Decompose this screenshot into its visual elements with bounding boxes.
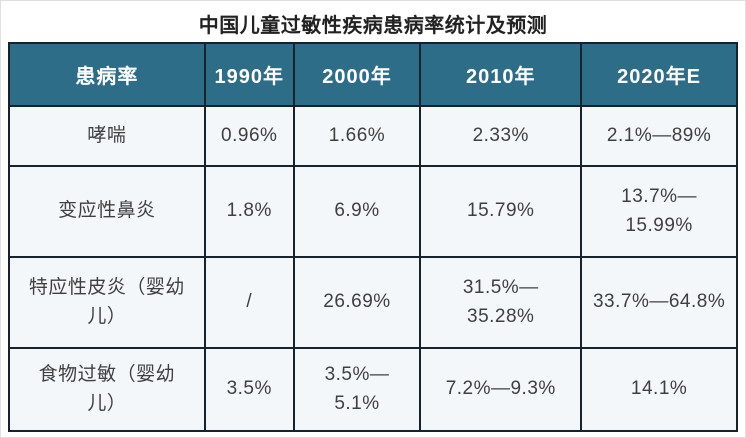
cell-value: 26.69% [292,256,422,349]
cell-value: 2.33% [419,105,583,167]
cell-value: 6.9% [292,165,422,258]
table-row-food-allergy: 食物过敏（婴幼 儿） 3.5% 3.5%— 5.1% 7.2%—9.3% 14.… [8,347,738,432]
cell-value: 14.1% [580,347,738,432]
row-label: 食物过敏（婴幼 儿） [8,347,206,432]
prevalence-table: 患病率 1990年 2000年 2010年 2020年E 哮喘 0.96% 1.… [8,42,738,432]
header-cell-2020e: 2020年E [580,42,738,107]
cell-value: 3.5%— 5.1% [292,347,422,432]
header-cell-1990: 1990年 [203,42,295,107]
table-row-rhinitis: 变应性鼻炎 1.8% 6.9% 15.79% 13.7%— 15.99% [8,165,738,258]
page-title: 中国儿童过敏性疾病患病率统计及预测 [198,15,548,37]
cell-value: 1.66% [292,105,422,167]
header-cell-2000: 2000年 [292,42,422,107]
row-label: 变应性鼻炎 [8,165,206,258]
cell-value: 15.79% [419,165,583,258]
cell-value: 3.5% [203,347,295,432]
row-label: 特应性皮炎（婴幼 儿） [8,256,206,349]
table-row-dermatitis: 特应性皮炎（婴幼 儿） / 26.69% 31.5%— 35.28% 33.7%… [8,256,738,349]
row-label: 哮喘 [8,105,206,167]
cell-value: / [203,256,295,349]
stat-table: 患病率 1990年 2000年 2010年 2020年E 哮喘 0.96% 1.… [8,42,738,432]
cell-value: 31.5%— 35.28% [419,256,583,349]
header-cell-2010: 2010年 [419,42,583,107]
cell-value: 2.1%—89% [580,105,738,167]
cell-value: 7.2%—9.3% [419,347,583,432]
header-cell-metric: 患病率 [8,42,206,107]
table-header-row: 患病率 1990年 2000年 2010年 2020年E [8,42,738,107]
cell-value: 1.8% [203,165,295,258]
cell-value: 0.96% [203,105,295,167]
table-row-asthma: 哮喘 0.96% 1.66% 2.33% 2.1%—89% [8,105,738,167]
cell-value: 13.7%— 15.99% [580,165,738,258]
cell-value: 33.7%—64.8% [580,256,738,349]
